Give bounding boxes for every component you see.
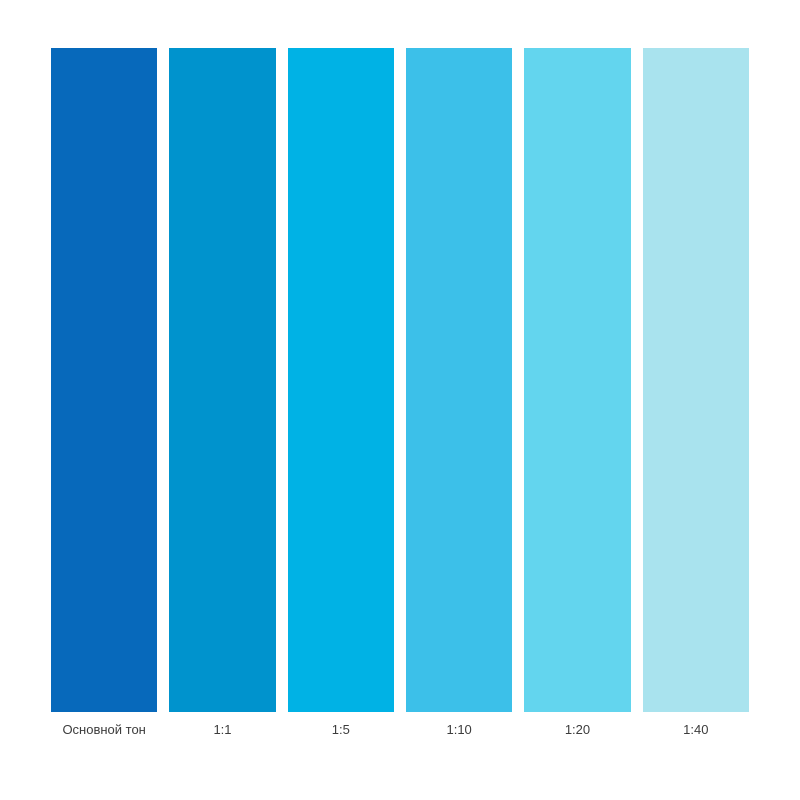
swatch-column-1-1: 1:1 bbox=[169, 48, 276, 737]
swatch-column-base: Основной тон bbox=[51, 48, 158, 737]
swatch-label: 1:20 bbox=[564, 722, 591, 737]
swatch-column-1-5: 1:5 bbox=[287, 48, 394, 737]
swatch-label: Основной тон bbox=[62, 722, 146, 737]
color-swatch bbox=[287, 48, 394, 712]
color-swatch bbox=[642, 48, 749, 712]
color-swatch bbox=[51, 48, 158, 712]
swatch-label: 1:10 bbox=[446, 722, 472, 737]
swatch-label: 1:5 bbox=[331, 722, 350, 737]
swatch-label: 1:1 bbox=[213, 722, 232, 737]
swatch-column-1-40: 1:40 bbox=[642, 48, 749, 737]
color-swatch bbox=[524, 48, 631, 712]
swatch-column-1-20: 1:20 bbox=[524, 48, 631, 737]
swatch-label: 1:40 bbox=[683, 722, 709, 737]
color-swatch bbox=[405, 48, 513, 712]
swatch-column-1-10: 1:10 bbox=[405, 48, 513, 737]
color-swatch bbox=[169, 48, 276, 712]
swatch-row: Основной тон 1:1 1:5 1:10 1:20 1:40 bbox=[51, 48, 749, 737]
